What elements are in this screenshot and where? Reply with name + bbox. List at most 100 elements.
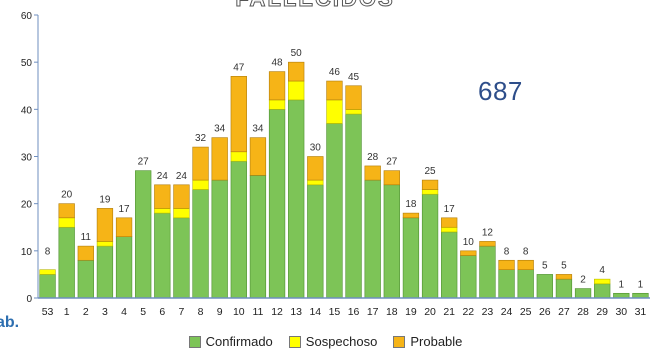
- bar-total-label: 17: [444, 204, 456, 215]
- bar-segment-probable: [173, 184, 190, 209]
- bar-segment-confirmado: [555, 278, 573, 299]
- bar-total-label: 12: [482, 227, 494, 238]
- x-tick-label: 24: [501, 306, 513, 318]
- bar-segment-probable: [77, 245, 94, 261]
- bar-total-label: 10: [463, 237, 475, 248]
- bar-segment-confirmado: [574, 288, 592, 299]
- bar-segment-confirmado: [364, 179, 381, 299]
- x-tick-label: 18: [386, 306, 398, 318]
- bar-segment-probable: [230, 76, 247, 153]
- bar-segment-probable: [192, 146, 209, 181]
- bar-segment-sospechoso: [58, 217, 75, 228]
- bar-segment-confirmado: [517, 269, 534, 299]
- bar-total-label: 28: [367, 152, 379, 163]
- bar-segment-confirmado: [536, 274, 553, 299]
- x-tick-label: 15: [329, 306, 341, 318]
- x-tick-label: 4: [121, 306, 127, 318]
- bars-group: [39, 61, 649, 299]
- bar-segment-probable: [96, 208, 114, 242]
- bar-total-label: 1: [638, 279, 644, 290]
- bar-segment-sospechoso: [230, 151, 247, 162]
- y-tick-label: 20: [21, 200, 33, 211]
- legend-item-confirmado: Confirmado: [188, 334, 273, 349]
- x-tick-label: 10: [233, 306, 245, 318]
- bar-segment-probable: [555, 274, 573, 280]
- legend-label-confirmado: Confirmado: [205, 334, 273, 349]
- x-tick-label: 31: [635, 306, 647, 318]
- bar-segment-probable: [479, 241, 496, 247]
- x-tick-label: 20: [424, 306, 436, 318]
- bar-segment-probable: [345, 85, 362, 110]
- bar-segment-sospechoso: [441, 226, 458, 233]
- x-tick-label: 28: [577, 306, 589, 318]
- bar-segment-confirmado: [249, 175, 267, 299]
- bar-segment-sospechoso: [173, 208, 190, 219]
- bar-segment-confirmado: [479, 245, 496, 299]
- bar-segment-confirmado: [594, 283, 611, 299]
- x-tick-label: 1: [64, 306, 70, 318]
- legend-item-probable: Probable: [393, 334, 462, 349]
- bar-segment-confirmado: [135, 170, 152, 299]
- bar-segment-confirmado: [211, 179, 228, 299]
- bar-total-label: 27: [138, 157, 150, 168]
- x-tick-label: 21: [443, 306, 455, 318]
- y-tick-label: 50: [21, 58, 33, 69]
- bar-total-label: 4: [599, 265, 605, 276]
- legend-swatch-confirmado: [188, 335, 201, 348]
- bar-total-label: 18: [405, 199, 417, 210]
- y-axis-ticks: 0 10 20 30 40 50 60: [21, 11, 38, 305]
- bar-segment-probable: [307, 156, 324, 181]
- x-tick-label: 26: [539, 306, 551, 318]
- x-tick-label: 5: [140, 306, 146, 318]
- bar-total-label: 30: [310, 143, 322, 154]
- legend-label-probable: Probable: [410, 334, 463, 349]
- bar-segment-sospechoso: [345, 109, 362, 115]
- bar-total-label: 47: [233, 62, 245, 73]
- bar-segment-probable: [58, 203, 75, 219]
- bar-segment-probable: [211, 137, 228, 181]
- bar-segment-confirmado: [39, 274, 56, 299]
- x-tick-label: 8: [198, 306, 204, 318]
- bar-segment-probable: [154, 184, 171, 209]
- bar-segment-probable: [402, 212, 420, 219]
- bar-segment-confirmado: [402, 217, 420, 299]
- chart-title-partial: FALLECIDOS: [215, 0, 415, 12]
- bar-segment-probable: [460, 250, 477, 256]
- bar-total-label: 20: [61, 190, 73, 201]
- bar-segment-probable: [288, 61, 305, 82]
- bar-total-label: 50: [291, 48, 303, 59]
- x-tick-label: 7: [179, 306, 185, 318]
- x-tick-label: 29: [596, 306, 608, 318]
- bar-total-label: 45: [348, 72, 360, 83]
- bar-total-label: 11: [81, 232, 92, 243]
- bar-total-label: 2: [580, 275, 586, 286]
- bar-segment-probable: [383, 170, 400, 186]
- y-tick-label: 30: [21, 153, 33, 164]
- left-partial-label: ab.: [0, 314, 20, 331]
- x-tick-label: 30: [615, 306, 627, 318]
- legend-swatch-probable: [393, 335, 406, 348]
- bar-segment-confirmado: [154, 212, 171, 299]
- bar-segment-sospechoso: [307, 179, 324, 186]
- x-tick-label: 16: [348, 306, 360, 318]
- total-count-value: 687: [478, 76, 523, 106]
- bar-segment-probable: [498, 259, 515, 270]
- x-tick-label: 14: [309, 306, 321, 318]
- bar-total-label: 19: [99, 194, 111, 205]
- bar-segment-confirmado: [58, 226, 75, 299]
- bar-segment-confirmado: [441, 231, 458, 299]
- bar-total-label: 32: [195, 133, 207, 144]
- bar-total-label: 34: [252, 124, 264, 135]
- x-tick-label: 25: [520, 306, 532, 318]
- bar-segment-probable: [326, 80, 343, 101]
- bar-total-label: 8: [45, 246, 51, 257]
- bar-total-label: 24: [176, 171, 188, 182]
- x-tick-label: 11: [252, 306, 263, 318]
- bar-segment-confirmado: [498, 269, 515, 299]
- bar-segment-sospechoso: [326, 99, 343, 124]
- bar-segment-confirmado: [288, 99, 305, 299]
- legend-item-sospechoso: Sospechoso: [288, 334, 377, 349]
- bar-segment-sospechoso: [421, 189, 439, 195]
- bar-total-label: 34: [214, 124, 226, 135]
- x-tick-label: 3: [102, 306, 108, 318]
